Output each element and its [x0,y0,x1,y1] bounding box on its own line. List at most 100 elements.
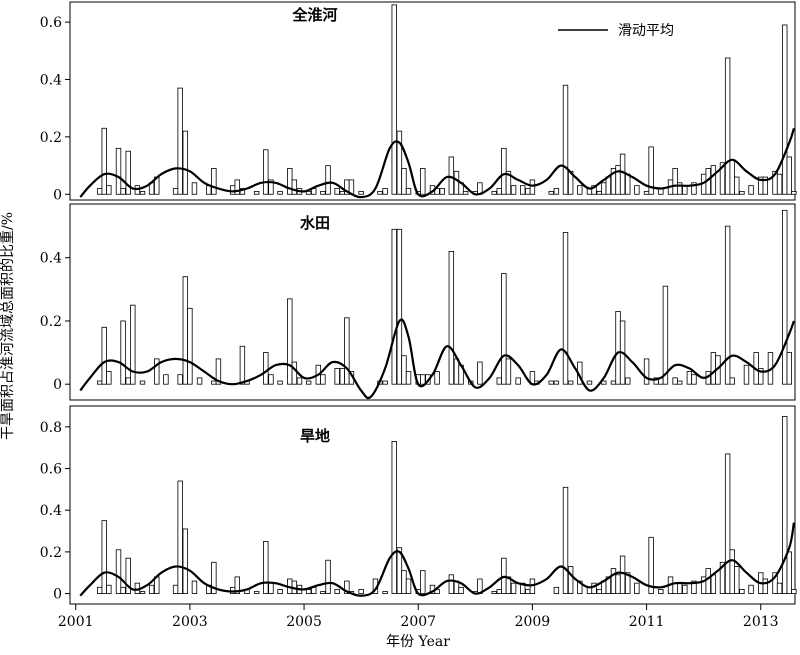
bar [125,557,131,594]
y-tick-label: 0.2 [40,130,62,146]
bar [320,190,326,195]
bar [263,541,269,594]
bar [177,374,183,385]
bar [591,185,597,195]
bar [358,190,364,195]
bar [448,156,455,195]
bar [596,190,602,195]
bar [625,572,631,594]
bar [344,317,350,385]
bar [344,580,350,594]
bar [567,380,574,385]
bar [596,589,602,594]
x-tick-label: 2007 [400,614,436,630]
bar [396,130,403,195]
bar [658,589,664,594]
bar [268,374,274,385]
bar [253,190,260,195]
bar [619,555,626,594]
bar [320,374,326,385]
bar [382,380,388,385]
bar [358,589,364,594]
bar [96,188,103,195]
bar [125,150,131,195]
y-tick-label: 0 [53,187,62,203]
y-tick-label: 0.4 [40,251,62,267]
bar [505,358,512,385]
bar [548,190,554,195]
panels: 0.6 0.4 0.2 0 全淮河 0.4 0.2 0 水田 0.8 0.6 0.4 0.2 0 旱地 [40,1,797,605]
bar [106,584,112,594]
bar [782,24,788,195]
bar [776,173,783,195]
bar [139,591,146,594]
bar [510,582,517,594]
bar [405,371,412,385]
bar [501,147,507,195]
bar [505,170,512,195]
bar [234,179,240,195]
bar [106,185,112,195]
bar [710,165,717,195]
bar [462,190,469,195]
bar [615,311,621,385]
y-tick-label: 0.6 [40,462,62,478]
bar [615,165,621,195]
bar [305,380,312,385]
bar [729,159,735,195]
bar [691,580,697,594]
bar [211,561,217,594]
bar [101,520,107,594]
bar [682,185,688,195]
bar [748,584,754,594]
bar [439,188,445,195]
bar [634,582,640,594]
bar [120,586,126,594]
y-tick-label: 0.4 [40,503,62,519]
bar [405,188,412,195]
bar [682,584,688,594]
bar [529,179,536,195]
bar [253,591,260,594]
y-tick-label: 0.2 [40,545,62,561]
bar [739,190,745,195]
bar [401,355,407,385]
y-tick-label: 0.6 [40,15,62,31]
bar [139,190,146,195]
x-tick-label: 2013 [743,614,779,630]
bar [496,188,502,195]
bar [448,251,455,385]
bar [786,156,792,195]
x-tick-label: 2001 [58,614,94,630]
bar [139,380,146,385]
bar [196,377,203,385]
panel-frame [69,203,796,401]
bar [334,589,340,594]
bar [320,591,326,594]
bar [762,176,769,195]
bar [662,285,669,385]
bar [782,209,788,385]
bar [277,380,283,385]
y-tick-label: 0 [53,587,62,603]
bar [154,358,160,385]
bar [610,380,617,385]
bar [401,168,407,195]
bar [191,182,198,195]
bar [782,416,788,594]
bar [391,4,397,195]
bar [296,377,303,385]
bar [691,374,697,385]
bar [268,179,274,195]
y-tick-label: 0.2 [40,314,62,330]
bar [339,367,346,385]
bar [305,589,312,594]
bar [120,320,126,385]
x-tick-label: 2009 [515,614,551,630]
bar [458,586,464,594]
bar [625,377,631,385]
bar [291,361,298,385]
bar [525,589,531,594]
bar [710,352,717,385]
bar [676,380,683,385]
